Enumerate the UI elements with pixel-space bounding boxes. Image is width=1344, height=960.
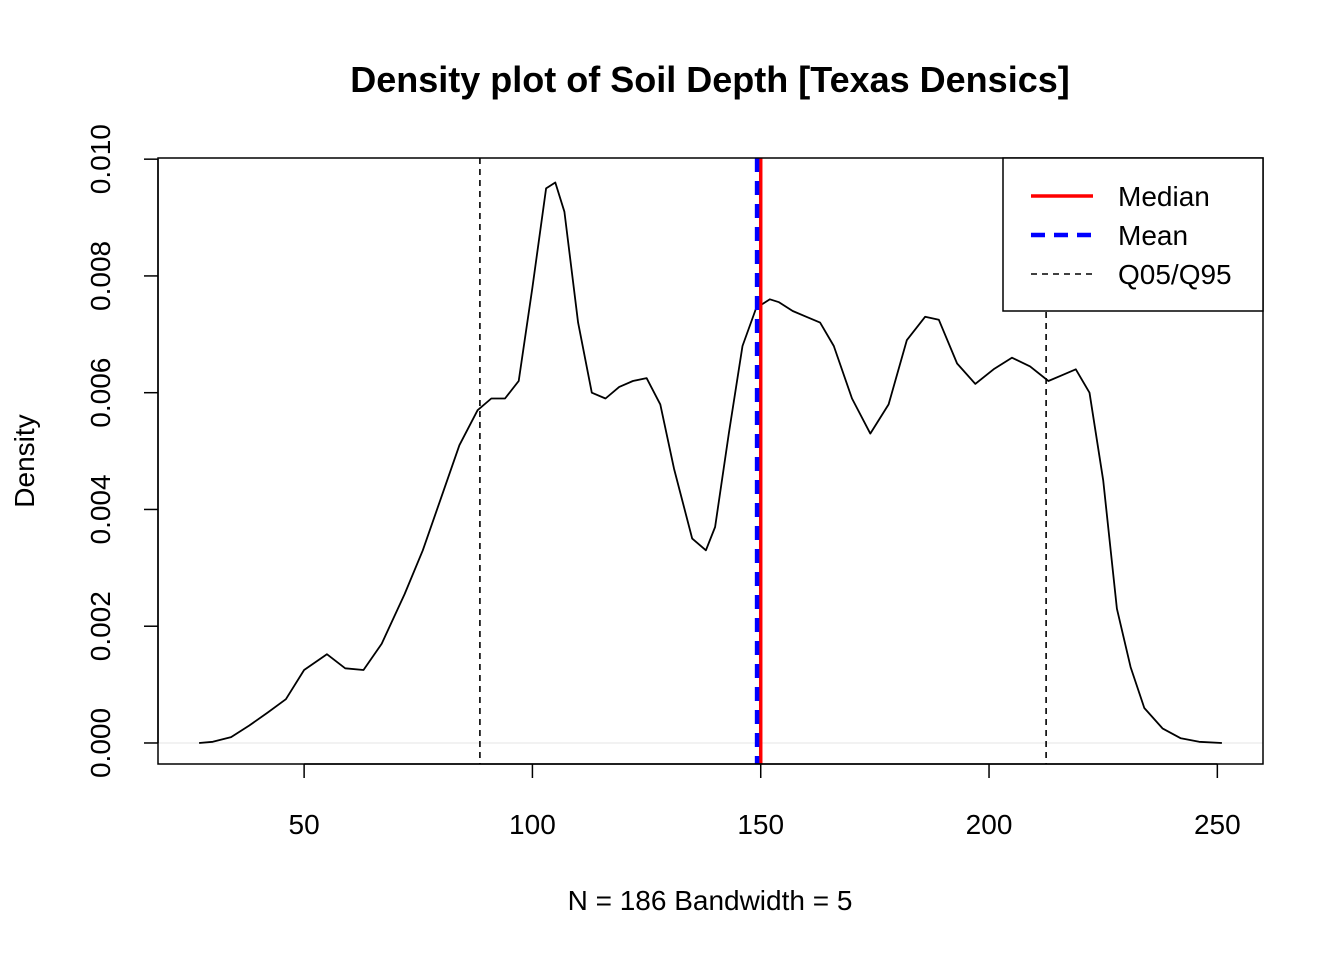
x-axis-label: N = 186 Bandwidth = 5 [568,885,853,916]
x-tick-label: 100 [509,809,556,840]
y-tick-label: 0.008 [85,241,116,311]
density-curve-0 [199,181,1222,744]
y-tick-label: 0.002 [85,591,116,661]
y-tick-label: 0.000 [85,708,116,778]
legend-label: Mean [1118,220,1188,251]
y-axis: 0.000 0.002 0.004 0.006 0.008 0.010 [85,124,159,778]
x-axis: 50 100 150 200 250 [289,763,1241,840]
y-tick-label: 0.006 [85,358,116,428]
legend-label: Median [1118,181,1210,212]
x-tick-label: 150 [737,809,784,840]
y-axis-label: Density [9,414,40,507]
legend-label: Q05/Q95 [1118,259,1232,290]
x-tick-label: 200 [966,809,1013,840]
x-tick-label: 50 [289,809,320,840]
chart-title: Density plot of Soil Depth [Texas Densic… [350,59,1069,100]
legend: Median Mean Q05/Q95 [1002,157,1264,312]
y-tick-label: 0.010 [85,124,116,194]
legend-box [1002,157,1264,312]
x-tick-label: 250 [1194,809,1241,840]
y-tick-label: 0.004 [85,474,116,544]
